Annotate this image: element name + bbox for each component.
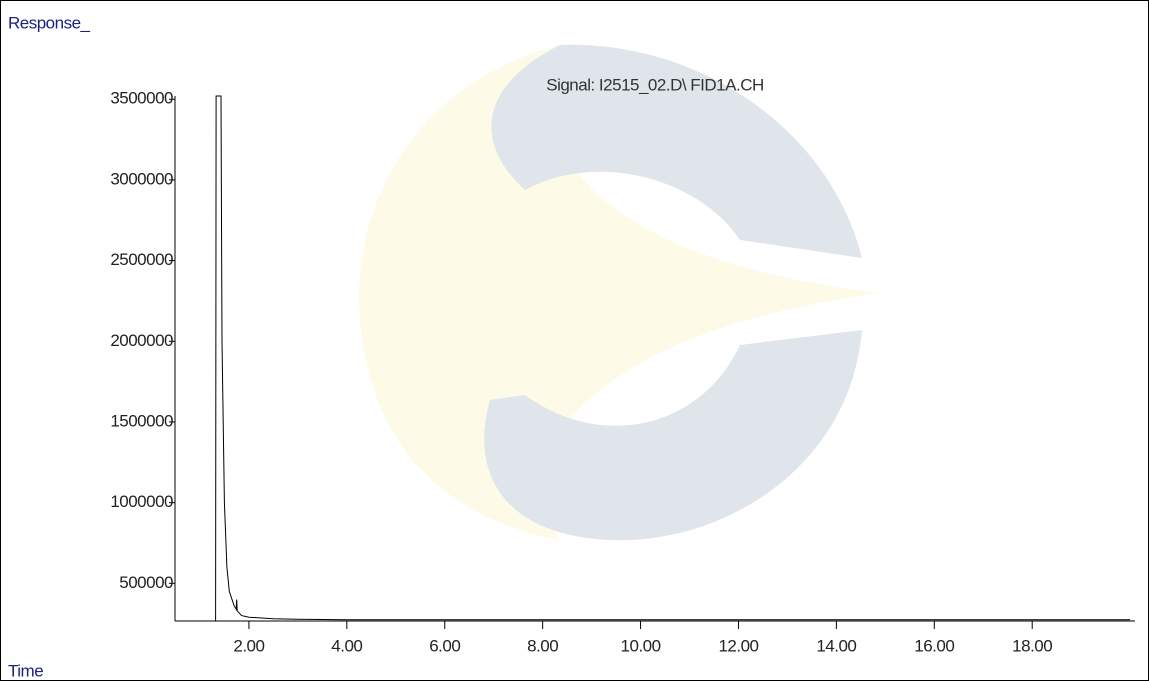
y-tick-label: 3500000 bbox=[110, 89, 173, 108]
x-axis-label: Time bbox=[8, 661, 43, 680]
x-tick-label: 2.00 bbox=[233, 636, 264, 655]
x-tick-label: 4.00 bbox=[331, 636, 362, 655]
watermark-blue-top bbox=[491, 44, 862, 259]
signal-line bbox=[215, 95, 1131, 621]
y-tick-label: 500000 bbox=[119, 573, 173, 592]
x-tick-label: 6.00 bbox=[429, 636, 460, 655]
x-tick-label: 8.00 bbox=[527, 636, 558, 655]
y-axis-label: Response_ bbox=[8, 13, 91, 32]
watermark bbox=[359, 44, 880, 541]
x-tick-label: 16.00 bbox=[914, 636, 954, 655]
x-tick-label: 10.00 bbox=[621, 636, 661, 655]
x-tick-label: 18.00 bbox=[1012, 636, 1052, 655]
y-tick-label: 2500000 bbox=[110, 250, 173, 269]
y-tick-label: 1500000 bbox=[110, 411, 173, 430]
y-tick-label: 3000000 bbox=[110, 169, 173, 188]
x-tick-label: 14.00 bbox=[816, 636, 856, 655]
watermark-blue-bottom bbox=[484, 330, 862, 541]
chart-title: Signal: I2515_02.D\ FID1A.CH bbox=[546, 75, 764, 94]
x-tick-label: 12.00 bbox=[718, 636, 758, 655]
y-tick-label: 2000000 bbox=[110, 331, 173, 350]
y-tick-label: 1000000 bbox=[110, 492, 173, 511]
